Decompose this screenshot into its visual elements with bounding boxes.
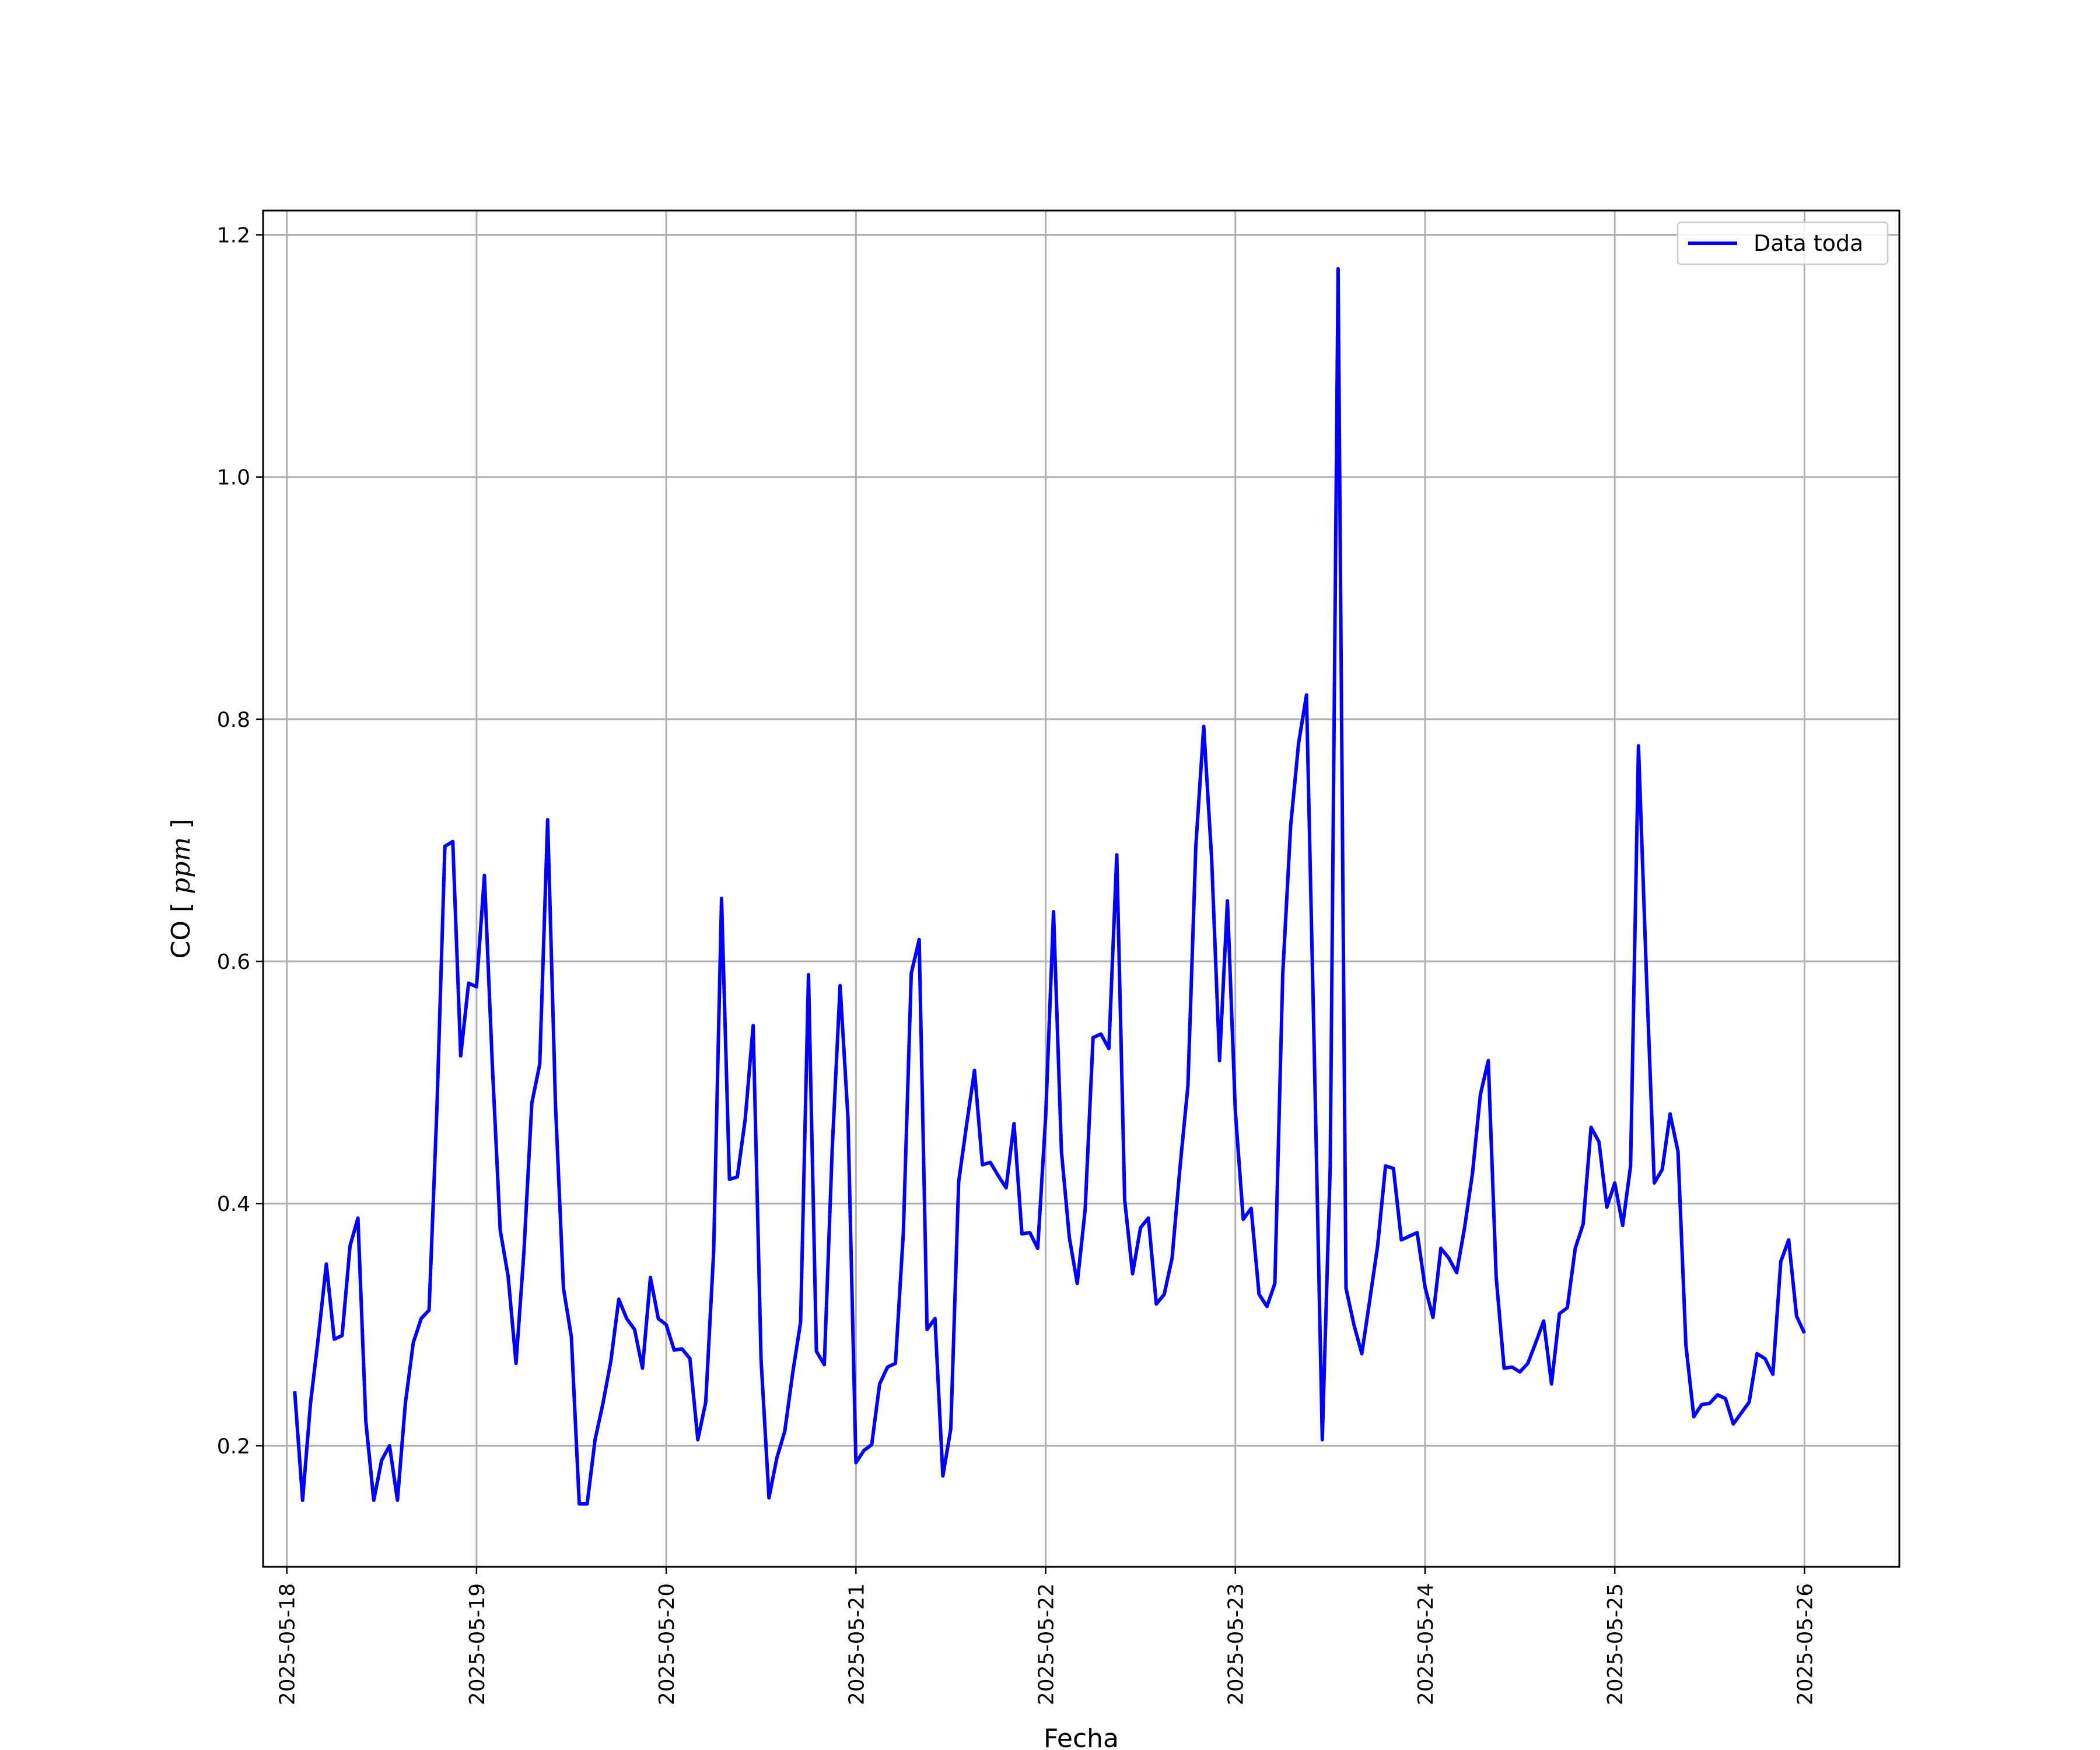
legend: Data toda [1676, 221, 1889, 265]
y-axis-label-main: CO [166, 921, 196, 958]
x-tick-label: 2025-05-25 [1604, 1583, 1628, 1705]
plot-area-frame [262, 209, 1901, 1568]
series-line-data-toda [293, 267, 1807, 1506]
y-tick-label: 1.2 [217, 224, 250, 248]
x-tick-label: 2025-05-19 [466, 1583, 489, 1705]
y-axis-label: CO [ ppm ] [166, 819, 196, 959]
x-tick-label: 2025-05-22 [1035, 1583, 1059, 1705]
grid-lines [263, 211, 1899, 1567]
y-tick-label: 0.2 [217, 1434, 250, 1458]
axis-ticks: 0.2 0.4 0.6 0.8 1.0 1.2 2025-05-18 2025-05-19 20… [217, 224, 1818, 1706]
x-tick-label: 2025-05-24 [1414, 1583, 1438, 1705]
y-tick-label: 1.0 [217, 466, 250, 490]
x-tick-label: 2025-05-23 [1224, 1583, 1248, 1705]
legend-box [1676, 221, 1889, 265]
x-tick-label: 2025-05-18 [276, 1583, 300, 1705]
series-layer [293, 267, 1807, 1506]
y-tick-label: 0.4 [217, 1192, 250, 1216]
y-tick-label: 0.8 [217, 708, 250, 732]
y-tick-label: 0.6 [217, 950, 250, 974]
y-axis-label-bracket-close: ] [166, 819, 196, 829]
x-tick-label: 2025-05-20 [655, 1583, 679, 1705]
legend-label: Data toda [1754, 230, 1863, 256]
y-axis-label-bracket-open: [ [166, 902, 196, 912]
x-tick-label: 2025-05-26 [1793, 1583, 1817, 1705]
y-axis-label-unit: ppm [166, 837, 196, 894]
x-axis-label: Fecha [1044, 1724, 1119, 1750]
x-tick-label: 2025-05-21 [845, 1583, 869, 1705]
